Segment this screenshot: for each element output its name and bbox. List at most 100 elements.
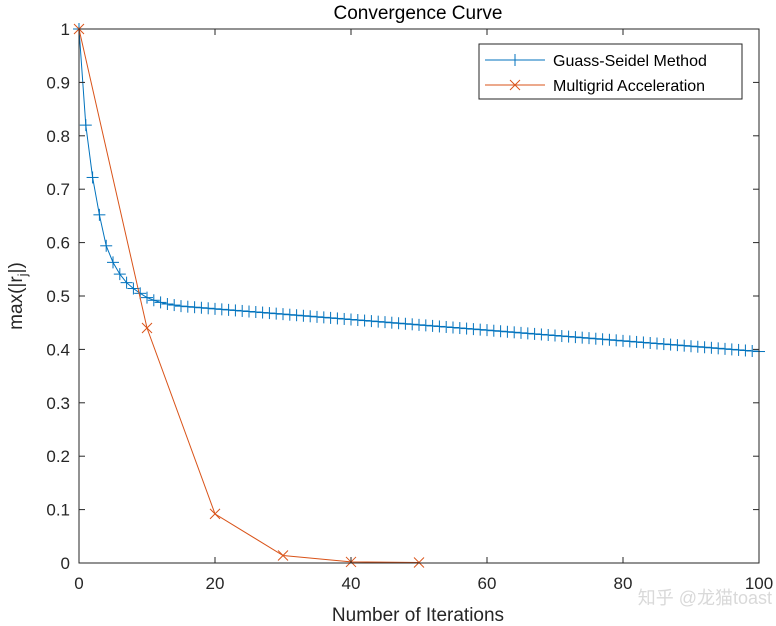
plus-marker (236, 304, 249, 317)
y-tick-label: 0.1 (46, 501, 70, 520)
plus-marker (263, 307, 276, 320)
plus-marker (603, 333, 616, 346)
plus-marker (596, 333, 609, 346)
plus-marker (358, 314, 371, 327)
plus-marker (93, 208, 106, 221)
y-tick-label: 0.3 (46, 394, 70, 413)
plus-marker (685, 340, 697, 353)
plus-marker (433, 320, 446, 333)
plus-marker (487, 324, 500, 337)
plus-marker (283, 308, 296, 321)
plus-marker (147, 294, 160, 307)
plus-marker (501, 325, 514, 338)
plus-marker (481, 324, 493, 337)
plus-marker (644, 336, 657, 349)
plus-marker (657, 338, 670, 351)
x-marker (141, 322, 153, 334)
y-tick-label: 0.9 (46, 73, 70, 92)
plus-marker (195, 301, 208, 314)
plus-marker (338, 312, 351, 325)
y-tick-label: 0.7 (46, 180, 70, 199)
plus-marker (739, 344, 752, 357)
plus-marker (589, 332, 602, 345)
plus-marker (256, 306, 269, 319)
plus-marker (311, 310, 323, 323)
x-tick-label: 80 (614, 574, 633, 593)
plus-marker (379, 316, 391, 329)
watermark: 知乎 @龙猫toast (638, 588, 772, 608)
y-axis-label-sub: j (15, 273, 30, 277)
plus-marker (460, 322, 473, 335)
x-marker (209, 508, 221, 520)
plus-marker (188, 301, 201, 314)
x-marker (277, 550, 289, 561)
plus-marker (290, 309, 303, 322)
plus-marker (351, 314, 364, 327)
plus-marker (406, 318, 419, 331)
plus-marker (297, 309, 310, 322)
plus-marker (385, 316, 398, 329)
plus-marker (229, 304, 242, 317)
plus-marker (528, 327, 541, 340)
plus-marker (637, 336, 650, 349)
legend-gs-label: Guass-Seidel Method (553, 53, 707, 70)
plus-marker (331, 312, 344, 325)
plus-marker (141, 291, 153, 304)
plus-marker (664, 338, 677, 351)
plus-marker (691, 340, 704, 353)
plus-marker (345, 313, 357, 326)
y-axis-label-end: |) (6, 262, 27, 273)
plus-marker (392, 317, 405, 330)
plus-marker (175, 300, 187, 313)
x-marker (413, 557, 425, 568)
plus-marker (719, 342, 731, 355)
plus-marker (277, 308, 289, 321)
y-tick-label: 0.8 (46, 127, 70, 146)
legend-mg-marker (509, 79, 521, 91)
x-tick-label: 20 (206, 574, 225, 593)
legend-box (478, 43, 743, 100)
plus-marker (127, 282, 140, 295)
plus-marker (610, 334, 623, 347)
plus-marker (426, 319, 439, 332)
series-line (78, 28, 420, 563)
plus-marker (181, 300, 194, 313)
plus-marker (583, 332, 595, 345)
plus-marker (562, 330, 575, 343)
x-tick-label: 100 (745, 574, 773, 593)
plus-marker (413, 318, 425, 331)
x-tick-label: 0 (74, 574, 83, 593)
plus-marker (120, 276, 133, 289)
plus-marker (154, 296, 167, 309)
plus-marker (535, 328, 548, 341)
y-tick-label: 0.5 (46, 287, 70, 306)
y-axis-label: max(|rj|) (6, 262, 30, 330)
y-tick-label: 0.4 (46, 340, 70, 359)
legend: Guass-Seidel Method Multigrid Accelerati… (478, 43, 743, 100)
plus-marker (508, 326, 521, 339)
plus-marker (705, 341, 718, 354)
plus-marker (447, 321, 459, 334)
plus-marker (467, 323, 480, 336)
plus-marker (372, 315, 385, 328)
y-tick-label: 0.6 (46, 234, 70, 253)
plus-marker (671, 339, 684, 352)
plus-marker (494, 325, 507, 338)
plus-marker (698, 341, 711, 354)
plus-marker (304, 310, 317, 323)
plus-marker (209, 302, 221, 315)
plus-marker (215, 303, 228, 316)
plus-marker (712, 342, 725, 355)
plus-marker (243, 305, 255, 318)
plus-marker (617, 334, 629, 347)
plus-marker (678, 339, 691, 352)
plus-marker (270, 307, 283, 320)
legend-gs-marker (509, 54, 521, 66)
x-tick-label: 60 (478, 574, 497, 593)
plus-marker (365, 315, 378, 328)
plus-marker (161, 298, 174, 311)
plus-marker (86, 171, 99, 184)
plus-marker (732, 343, 745, 356)
plus-marker (399, 317, 412, 330)
